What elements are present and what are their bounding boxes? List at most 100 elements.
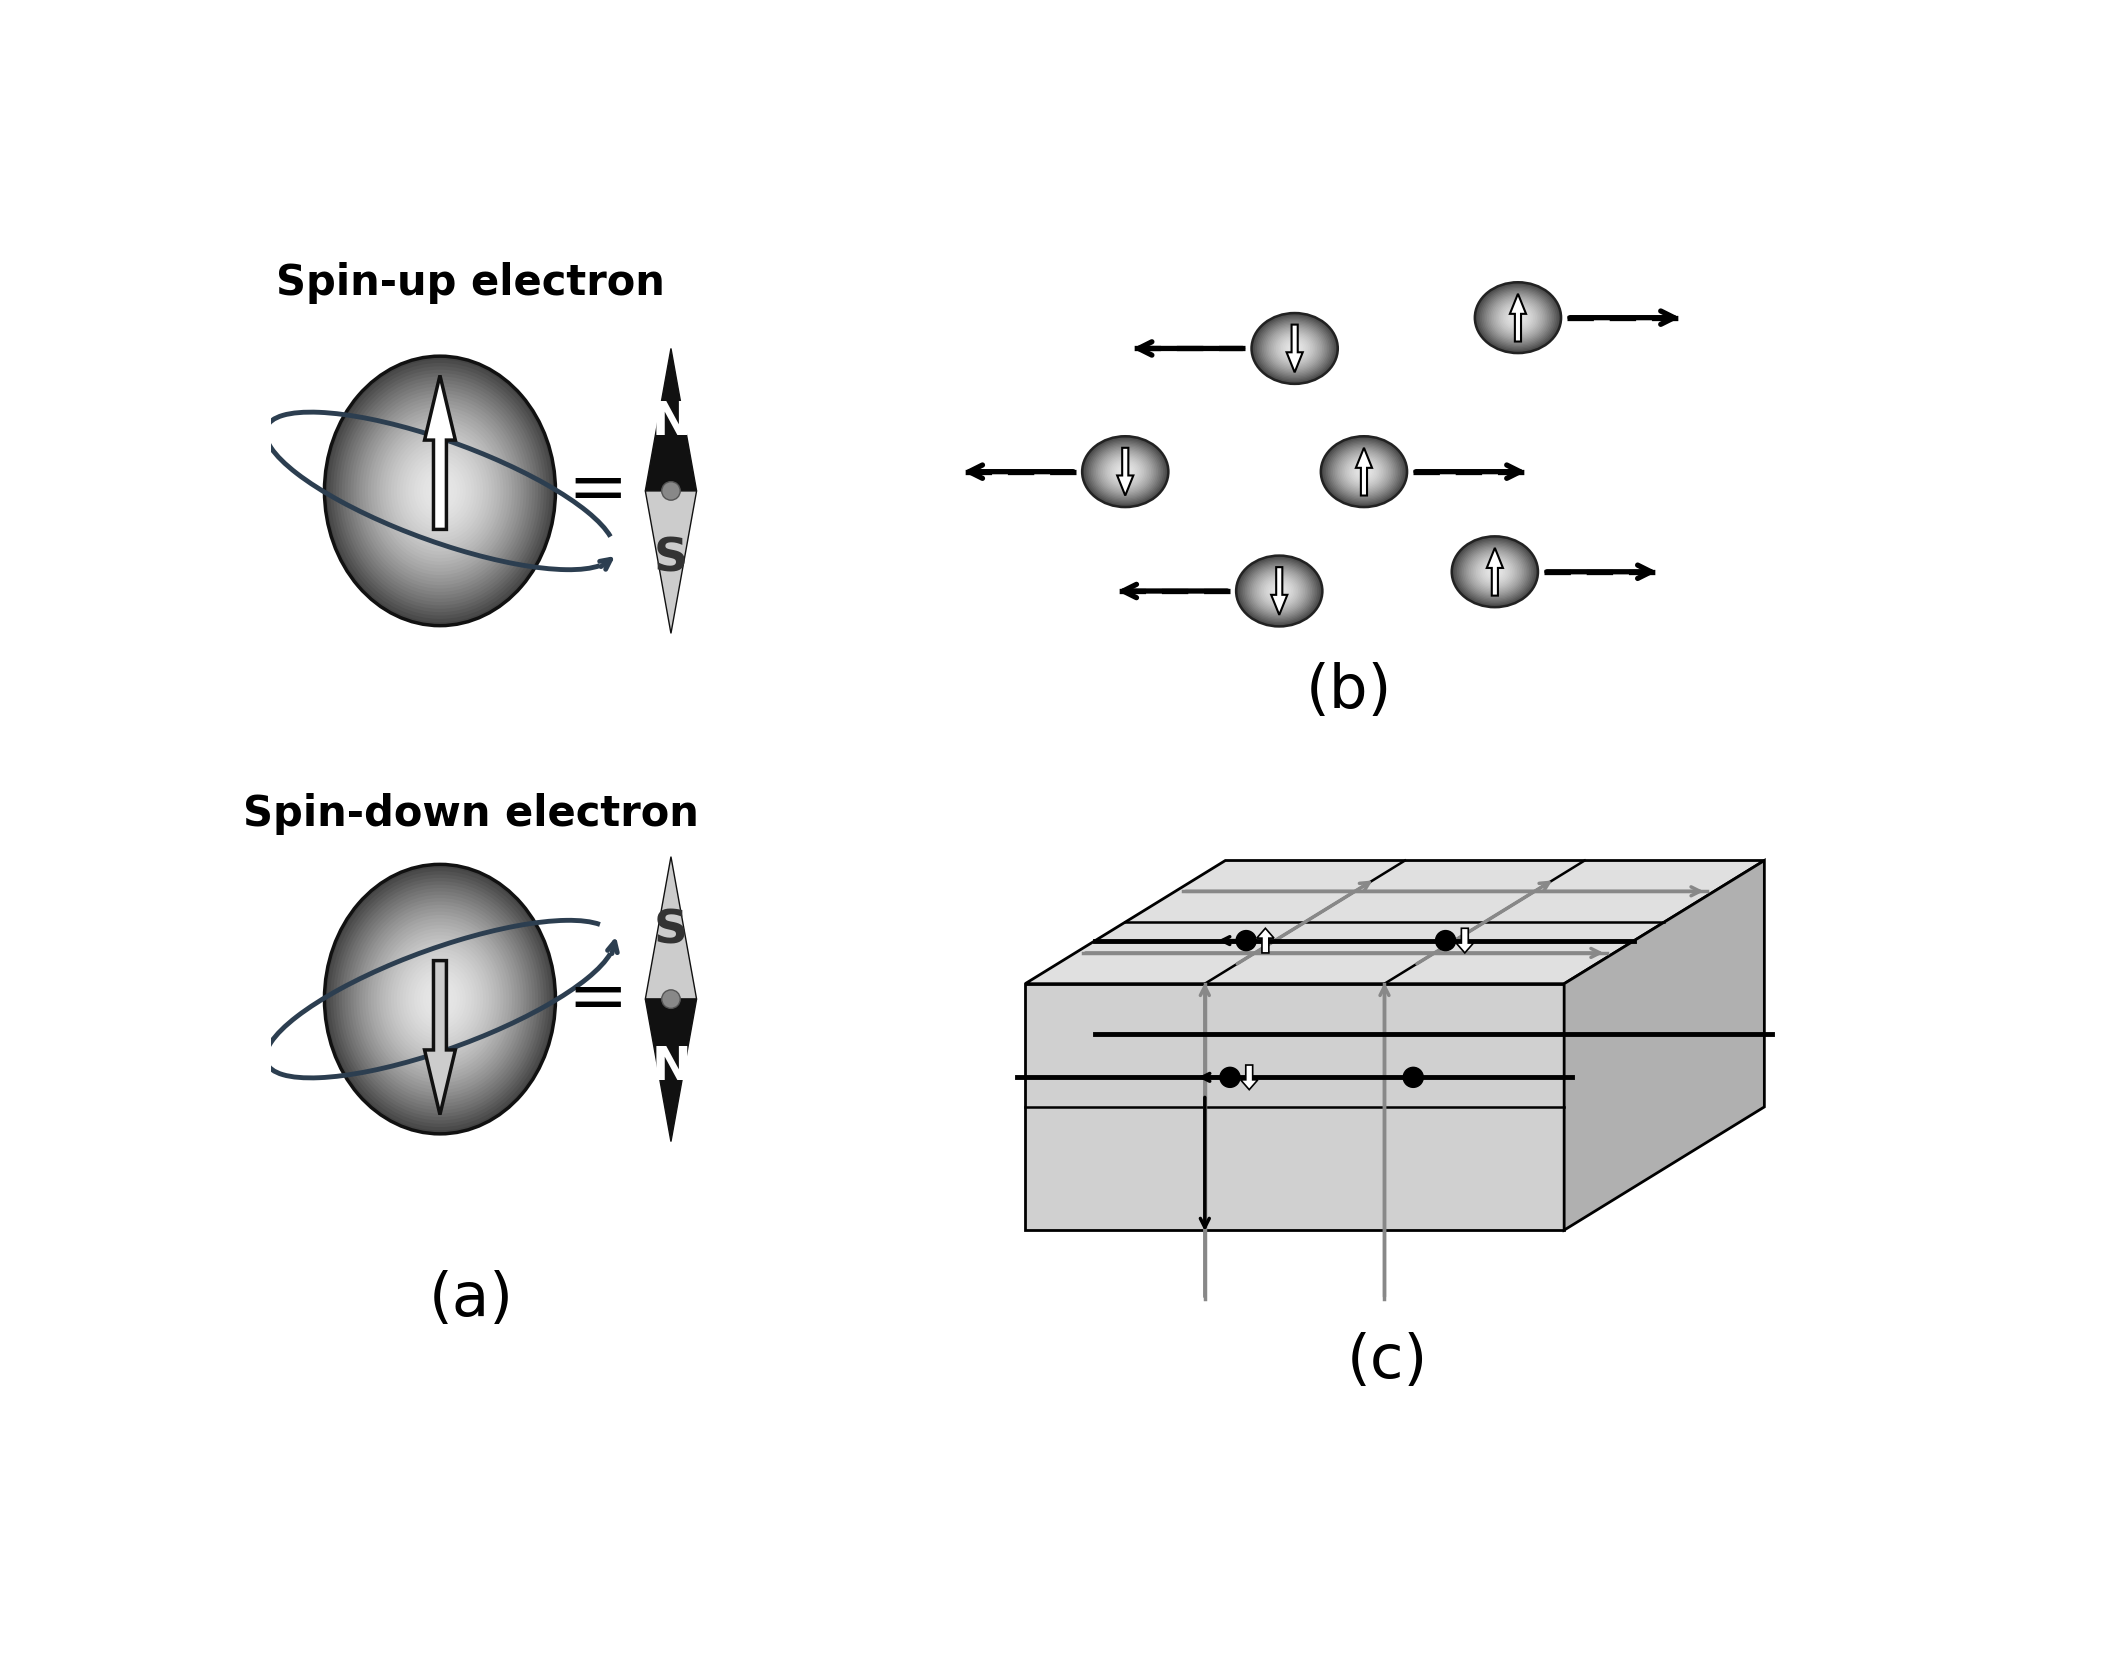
- Ellipse shape: [1082, 436, 1169, 508]
- Ellipse shape: [384, 426, 494, 554]
- Ellipse shape: [437, 488, 443, 494]
- Ellipse shape: [1350, 460, 1377, 483]
- Ellipse shape: [367, 914, 511, 1083]
- Ellipse shape: [435, 992, 446, 1005]
- Ellipse shape: [340, 373, 541, 609]
- Ellipse shape: [1360, 469, 1367, 474]
- Ellipse shape: [1254, 571, 1303, 611]
- Ellipse shape: [420, 468, 460, 514]
- Ellipse shape: [1488, 566, 1502, 577]
- Ellipse shape: [1273, 330, 1318, 367]
- Ellipse shape: [342, 377, 539, 606]
- Ellipse shape: [327, 360, 552, 622]
- Ellipse shape: [1101, 451, 1150, 491]
- Ellipse shape: [1477, 556, 1513, 587]
- Ellipse shape: [1273, 587, 1284, 596]
- Ellipse shape: [1273, 332, 1316, 365]
- Ellipse shape: [1500, 304, 1534, 332]
- Ellipse shape: [1485, 564, 1504, 581]
- Ellipse shape: [1458, 541, 1532, 602]
- Ellipse shape: [1275, 589, 1282, 594]
- Ellipse shape: [1099, 450, 1150, 493]
- Ellipse shape: [1246, 564, 1311, 617]
- Ellipse shape: [1492, 569, 1498, 574]
- Ellipse shape: [1492, 297, 1545, 338]
- Ellipse shape: [399, 443, 480, 538]
- Text: (a): (a): [429, 1269, 514, 1329]
- Ellipse shape: [1280, 335, 1309, 362]
- Ellipse shape: [388, 939, 492, 1060]
- Ellipse shape: [1485, 564, 1504, 579]
- Ellipse shape: [1454, 538, 1536, 606]
- Ellipse shape: [1237, 557, 1320, 625]
- Ellipse shape: [1494, 571, 1496, 572]
- Ellipse shape: [1089, 441, 1161, 501]
- Ellipse shape: [1468, 551, 1521, 592]
- Ellipse shape: [1504, 307, 1532, 328]
- Ellipse shape: [1084, 438, 1167, 506]
- Ellipse shape: [1095, 446, 1156, 498]
- Text: Spin-up electron: Spin-up electron: [276, 262, 664, 304]
- Ellipse shape: [1320, 436, 1407, 508]
- Ellipse shape: [1086, 441, 1163, 503]
- Polygon shape: [645, 348, 696, 491]
- Ellipse shape: [325, 864, 556, 1133]
- Ellipse shape: [1091, 443, 1161, 499]
- Ellipse shape: [407, 455, 471, 528]
- Ellipse shape: [1356, 465, 1373, 479]
- Ellipse shape: [1347, 458, 1381, 486]
- Ellipse shape: [1509, 310, 1526, 325]
- Ellipse shape: [365, 403, 516, 579]
- Ellipse shape: [1337, 450, 1392, 494]
- Ellipse shape: [416, 465, 463, 518]
- Ellipse shape: [405, 959, 475, 1040]
- Ellipse shape: [1241, 559, 1318, 622]
- Ellipse shape: [1093, 445, 1159, 499]
- Ellipse shape: [380, 420, 501, 562]
- Ellipse shape: [407, 962, 471, 1037]
- Ellipse shape: [1256, 572, 1301, 609]
- Ellipse shape: [1507, 307, 1530, 327]
- Ellipse shape: [427, 982, 454, 1015]
- Ellipse shape: [1339, 450, 1390, 493]
- Polygon shape: [645, 999, 696, 1141]
- Ellipse shape: [1118, 466, 1133, 478]
- Ellipse shape: [1517, 317, 1519, 319]
- Ellipse shape: [1108, 458, 1142, 486]
- Ellipse shape: [1502, 305, 1534, 330]
- Ellipse shape: [1324, 440, 1403, 504]
- Ellipse shape: [1358, 466, 1371, 478]
- Circle shape: [1237, 931, 1256, 951]
- Ellipse shape: [373, 413, 507, 569]
- Ellipse shape: [363, 907, 518, 1090]
- Ellipse shape: [412, 458, 469, 524]
- Ellipse shape: [1116, 465, 1133, 479]
- Ellipse shape: [1490, 567, 1500, 576]
- Ellipse shape: [348, 383, 533, 599]
- Text: S: S: [654, 907, 688, 954]
- Ellipse shape: [371, 919, 509, 1080]
- Ellipse shape: [384, 936, 494, 1063]
- Ellipse shape: [1354, 463, 1375, 479]
- Ellipse shape: [1333, 446, 1394, 498]
- Polygon shape: [1025, 861, 1763, 984]
- Circle shape: [1403, 1067, 1424, 1087]
- Ellipse shape: [1271, 584, 1288, 599]
- Ellipse shape: [1458, 542, 1532, 602]
- Ellipse shape: [382, 423, 499, 559]
- Ellipse shape: [1456, 539, 1534, 604]
- Ellipse shape: [1475, 282, 1562, 353]
- Ellipse shape: [1481, 561, 1509, 582]
- Text: (c): (c): [1347, 1332, 1428, 1390]
- Ellipse shape: [1343, 455, 1386, 489]
- Ellipse shape: [412, 966, 469, 1034]
- Ellipse shape: [1330, 445, 1396, 499]
- Ellipse shape: [333, 874, 547, 1123]
- Ellipse shape: [1483, 289, 1553, 347]
- FancyArrow shape: [1116, 448, 1133, 496]
- Ellipse shape: [1258, 574, 1301, 607]
- Ellipse shape: [1507, 309, 1528, 327]
- Ellipse shape: [1483, 562, 1507, 582]
- Ellipse shape: [1237, 556, 1322, 627]
- Ellipse shape: [1273, 586, 1286, 597]
